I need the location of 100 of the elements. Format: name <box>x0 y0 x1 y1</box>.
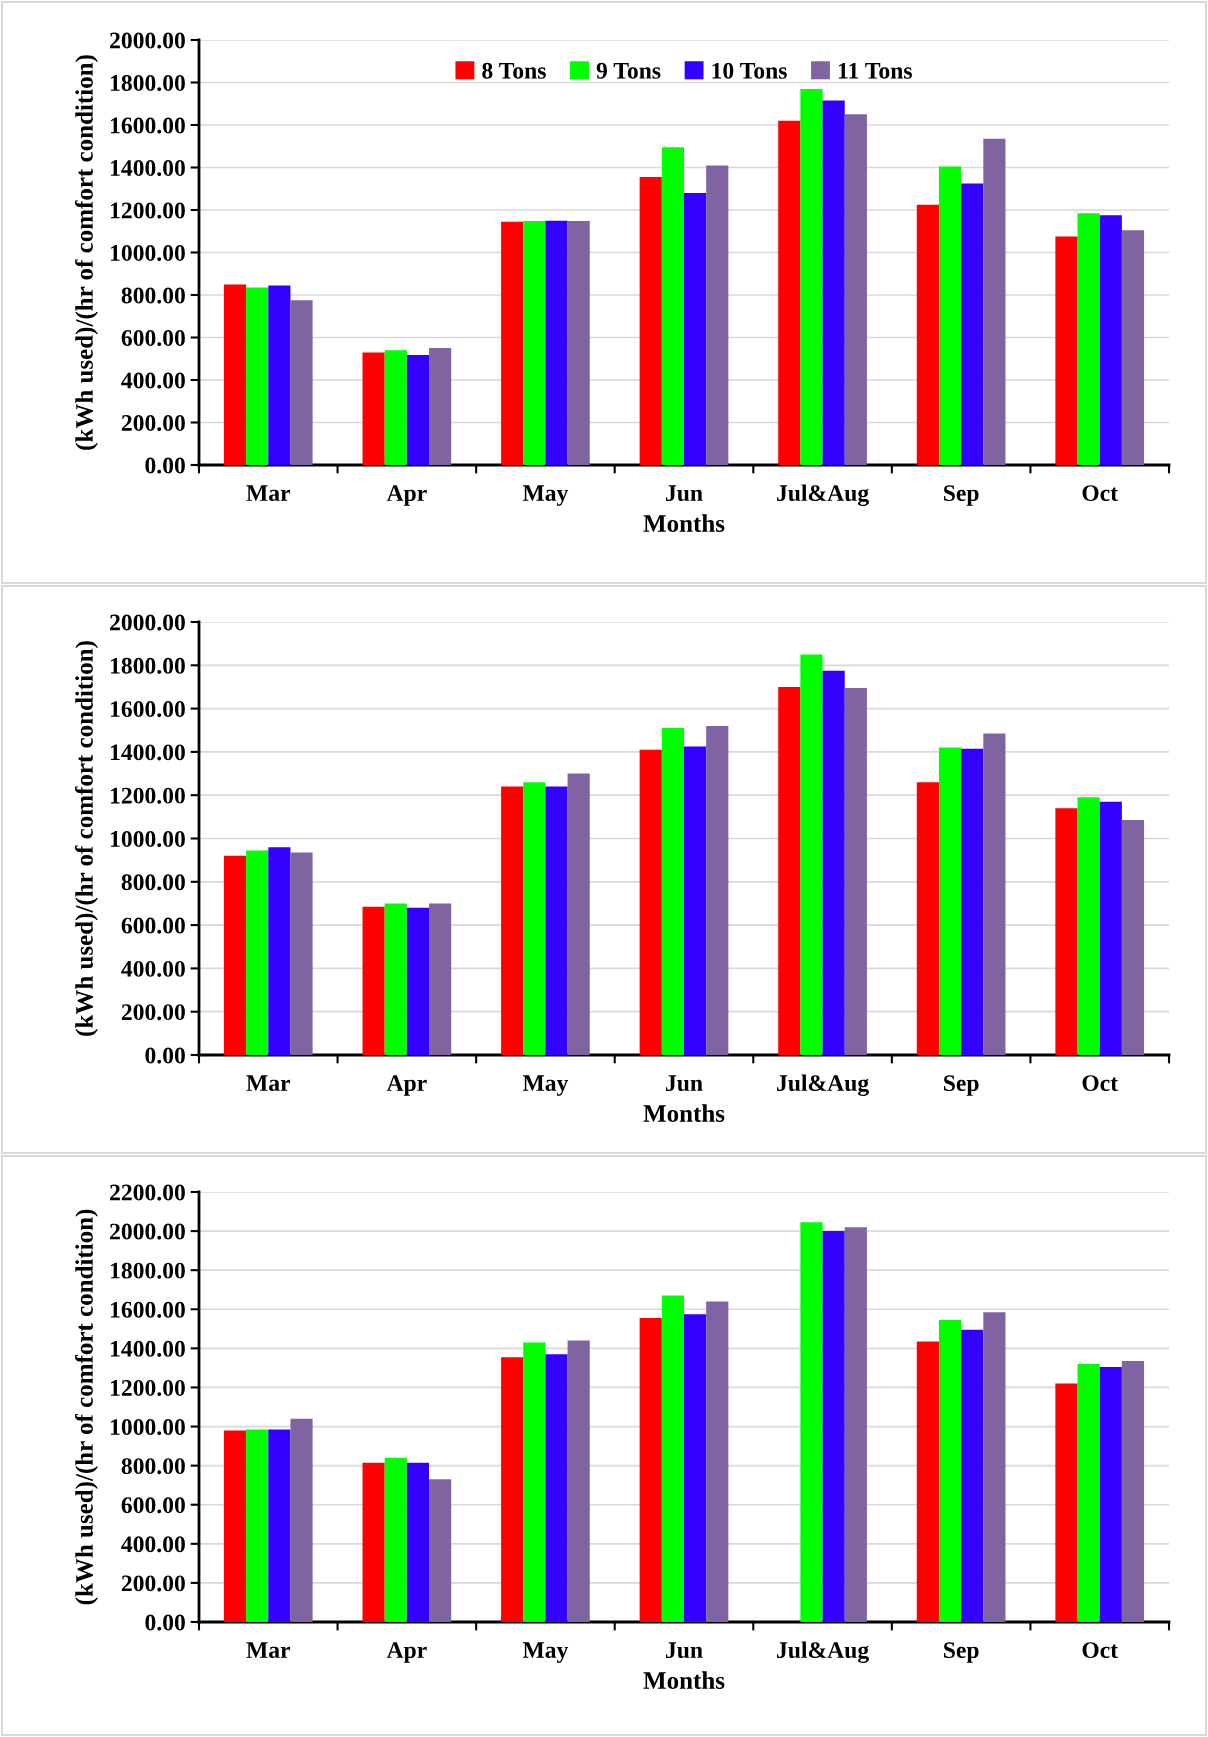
bar <box>661 147 684 465</box>
bar <box>406 354 430 465</box>
bar <box>290 1418 313 1622</box>
y-tick-label: 1800.00 <box>110 657 185 674</box>
bar <box>268 847 291 1055</box>
bar <box>429 903 452 1055</box>
y-tick-label: 1000.00 <box>110 830 185 848</box>
y-tick-label: 2000.00 <box>110 614 185 631</box>
x-tick-label: Jul&Aug <box>777 1641 869 1664</box>
bar <box>362 1462 385 1622</box>
bar <box>567 1340 590 1622</box>
y-tick-label: 0.00 <box>145 1047 185 1064</box>
y-tick-label: 1000.00 <box>110 1419 185 1436</box>
y-tick-label: 1400.00 <box>110 744 185 761</box>
bar <box>938 747 962 1055</box>
bar <box>916 782 939 1055</box>
bar <box>938 1320 962 1622</box>
x-tick-label: Mar <box>246 485 291 502</box>
y-tick-label: 400.00 <box>121 960 185 977</box>
legend-label: 11 Tons <box>838 62 912 79</box>
y-axis-title: (kWh used)/(hr of comfort condition) <box>75 641 98 1036</box>
bar <box>822 1231 845 1622</box>
bar <box>384 350 407 465</box>
bar <box>1121 1361 1145 1622</box>
bar <box>1121 820 1145 1055</box>
x-tick-label: Apr <box>386 485 427 506</box>
bar <box>800 88 823 465</box>
y-tick-label: 2200.00 <box>110 1184 185 1201</box>
bar <box>384 903 407 1055</box>
y-tick-label: 1800.00 <box>110 1262 185 1279</box>
bar <box>406 1462 430 1622</box>
y-tick-label: 1400.00 <box>110 1340 185 1357</box>
bar <box>429 348 452 465</box>
bar <box>1077 1364 1100 1622</box>
x-tick-label: Jul&Aug <box>777 484 869 507</box>
bar <box>983 1312 1006 1622</box>
bar <box>961 183 984 465</box>
bar <box>1055 1383 1078 1622</box>
x-axis-title: Months <box>643 514 725 532</box>
bar <box>778 120 801 465</box>
bar <box>523 221 546 465</box>
bar <box>246 287 269 465</box>
y-tick-label: 1200.00 <box>110 202 185 219</box>
bar <box>639 177 662 465</box>
bar <box>1077 213 1100 465</box>
x-tick-label: Mar <box>246 1075 291 1092</box>
bar <box>844 688 867 1055</box>
bar <box>1077 797 1100 1055</box>
bar <box>246 850 269 1055</box>
y-tick-label: 2000.00 <box>110 32 185 49</box>
bar <box>639 1318 662 1622</box>
bar <box>290 300 313 465</box>
bar <box>639 749 662 1055</box>
x-tick-label: Jun <box>666 1642 703 1659</box>
bar <box>684 746 707 1055</box>
y-tick-label: 200.00 <box>121 1004 185 1021</box>
bar <box>706 725 729 1055</box>
bar <box>1099 801 1122 1055</box>
x-tick-label: Mar <box>246 1642 291 1659</box>
x-axis-title: Months <box>643 1671 725 1689</box>
y-tick-label: 400.00 <box>121 372 185 389</box>
y-tick-label: 0.00 <box>145 457 185 474</box>
y-tick-label: 800.00 <box>121 287 185 304</box>
bar <box>268 1429 291 1622</box>
bar <box>661 1295 684 1622</box>
bar <box>1055 808 1078 1055</box>
bar <box>844 114 867 465</box>
x-axis-title: Months <box>643 1104 725 1122</box>
y-tick-label: 600.00 <box>121 1497 185 1514</box>
y-axis-title: (kWh used)/(hr of comfort condition) <box>75 55 98 450</box>
bar <box>501 221 524 465</box>
bar <box>800 654 823 1055</box>
y-tick-label: 1600.00 <box>110 1301 185 1318</box>
bar <box>844 1227 867 1622</box>
bar <box>706 1301 729 1622</box>
bar <box>223 855 247 1055</box>
x-tick-label: Jul&Aug <box>777 1074 869 1097</box>
y-tick-label: 1400.00 <box>110 159 185 177</box>
bar <box>501 786 524 1055</box>
y-tick-label: 800.00 <box>121 874 185 891</box>
y-tick-label: 1200.00 <box>110 1379 185 1396</box>
y-tick-label: 200.00 <box>121 1575 185 1592</box>
bar <box>961 1329 984 1622</box>
bar <box>961 748 984 1055</box>
bar <box>684 1314 707 1622</box>
legend-label: 10 Tons <box>712 62 787 79</box>
bar <box>523 1342 546 1622</box>
bar <box>983 138 1006 465</box>
y-tick-label: 400.00 <box>121 1536 185 1553</box>
y-tick-label: 600.00 <box>121 917 185 934</box>
x-tick-label: Sep <box>944 485 979 506</box>
bar <box>406 907 430 1055</box>
bar <box>362 352 385 465</box>
y-tick-label: 0.00 <box>145 1614 185 1631</box>
y-tick-label: 1200.00 <box>110 787 185 804</box>
y-tick-label: 1600.00 <box>110 701 185 718</box>
x-tick-label: Apr <box>386 1642 427 1663</box>
y-tick-label: 200.00 <box>121 414 185 432</box>
y-axis-title: (kWh used)/(hr of comfort condition) <box>75 1209 98 1605</box>
bar <box>223 284 247 465</box>
